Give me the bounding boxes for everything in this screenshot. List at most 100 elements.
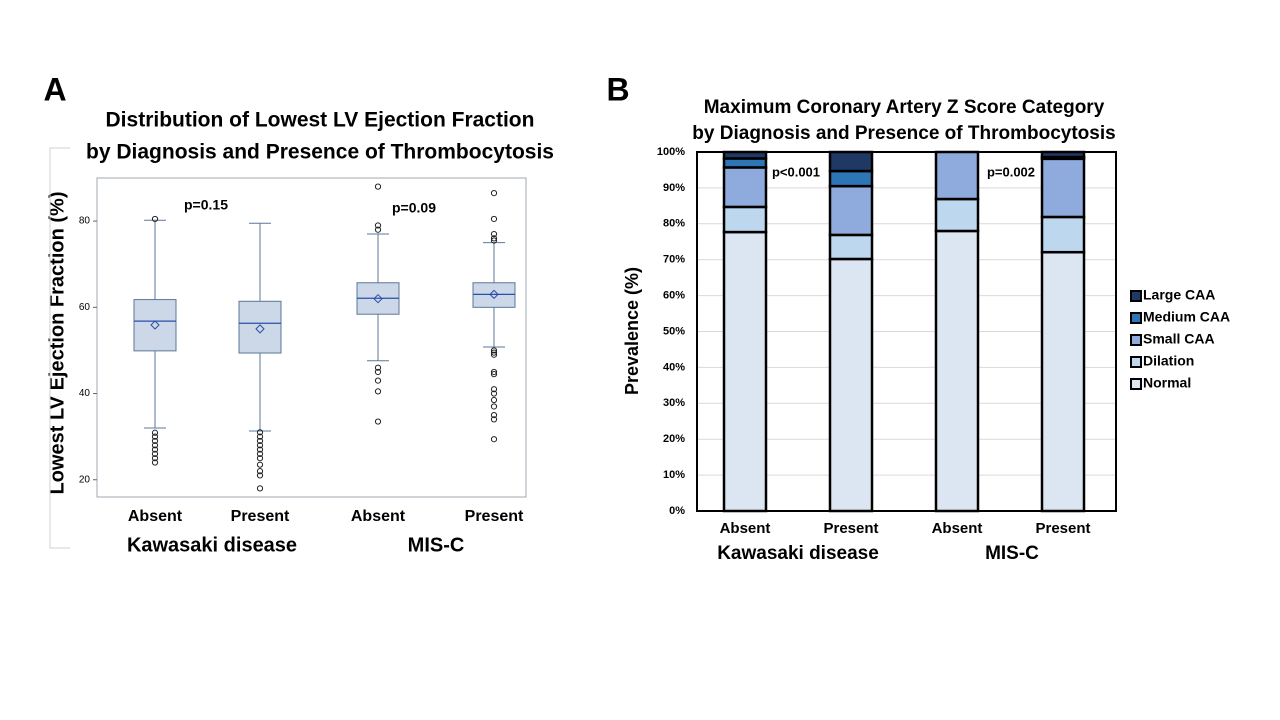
outlier (490, 390, 498, 397)
outlier (151, 455, 159, 462)
y-tick-label: 0% (669, 505, 685, 517)
outlier (490, 215, 498, 223)
outlier (374, 368, 382, 376)
chart-title: by Diagnosis and Presence of Thrombocyto… (86, 141, 554, 164)
outlier (490, 351, 498, 358)
outlier (256, 429, 264, 436)
y-axis-label: Lowest LV Ejection Fraction (%) (46, 192, 68, 495)
bar-segment (722, 150, 768, 160)
bar-segment (934, 150, 980, 201)
outlier (374, 183, 382, 190)
y-tick-label: 50% (663, 325, 685, 337)
bar-segment (1040, 215, 1086, 254)
bar-segment (828, 233, 874, 261)
box (133, 299, 177, 352)
plot-frame (96, 177, 527, 498)
outlier (256, 485, 264, 492)
y-tick-label: 40% (663, 361, 685, 373)
y-tick-label: 90% (663, 182, 685, 194)
legend-swatch (1130, 290, 1142, 302)
y-tick-label: 30% (663, 397, 685, 409)
bar-segment (934, 197, 980, 233)
outlier (490, 189, 498, 197)
y-tick-label: 60 (79, 302, 91, 313)
y-tick-label: 100% (657, 146, 685, 158)
outlier (490, 237, 498, 244)
outlier (151, 437, 159, 445)
outlier (374, 418, 382, 425)
legend-label: Medium CAA (1143, 309, 1230, 325)
mean-marker (255, 324, 265, 334)
outlier (256, 437, 264, 445)
outlier (151, 450, 159, 457)
annotation: p=0.09 (392, 200, 436, 216)
group-label: Kawasaki disease (717, 543, 879, 564)
legend-label: Small CAA (1143, 331, 1215, 347)
outlier (490, 235, 498, 242)
y-tick-label: 40 (79, 388, 91, 399)
outlier (256, 433, 264, 440)
panel-label: A (43, 71, 66, 107)
y-tick-label: 20 (79, 474, 91, 485)
outlier (490, 416, 498, 423)
outlier (490, 349, 498, 356)
y-tick-label: 80 (79, 216, 91, 227)
outlier (151, 442, 159, 449)
legend-swatch (1130, 356, 1142, 368)
x-tick-label: Present (1035, 520, 1090, 537)
outlier (490, 436, 498, 443)
legend-swatch (1130, 334, 1142, 346)
y-axis-label: Prevalence (%) (622, 267, 642, 395)
bar-segment (828, 169, 874, 188)
outlier (256, 468, 264, 475)
box (238, 300, 282, 354)
outer-bracket (49, 147, 70, 549)
mean-marker (489, 289, 499, 300)
bar-segment (1040, 250, 1086, 513)
bar-segment (722, 205, 768, 234)
outlier (374, 226, 382, 233)
panel-label: B (606, 71, 629, 107)
outlier (151, 429, 159, 436)
chart-title: Distribution of Lowest LV Ejection Fract… (106, 109, 535, 132)
annotation: p=0.15 (184, 197, 228, 213)
y-tick-label: 70% (663, 254, 685, 266)
outlier (490, 371, 498, 378)
group-label: MIS-C (985, 543, 1039, 564)
bar-segment (828, 150, 874, 173)
outlier (490, 411, 498, 419)
legend-label: Large CAA (1143, 287, 1215, 303)
mean-marker (150, 320, 160, 330)
outlier (374, 388, 382, 395)
outlier (256, 461, 264, 468)
outlier (490, 230, 498, 238)
bar-segment (828, 257, 874, 513)
x-tick-label: Absent (932, 520, 983, 537)
outlier (374, 364, 382, 371)
annotation: p=0.002 (987, 164, 1035, 179)
x-tick-label: Present (231, 508, 290, 525)
outlier (151, 459, 159, 466)
chart-title: by Diagnosis and Presence of Thrombocyto… (692, 123, 1115, 144)
y-tick-label: 10% (663, 469, 685, 481)
legend-swatch (1130, 378, 1142, 390)
outlier (490, 347, 498, 354)
annotation: p<0.001 (772, 164, 820, 179)
y-tick-label: 60% (663, 290, 685, 302)
bar-segment (722, 166, 768, 209)
plot-frame (696, 151, 1117, 512)
outlier (256, 450, 264, 457)
outlier (374, 222, 382, 229)
bar-segment (722, 230, 768, 513)
x-tick-label: Absent (720, 520, 771, 537)
outlier (490, 368, 498, 376)
bar-segment (828, 184, 874, 237)
legend-swatch (1130, 312, 1142, 324)
legend-label: Normal (1143, 375, 1191, 391)
mean-marker (373, 293, 383, 304)
outlier (490, 403, 498, 410)
bar-segment (1040, 157, 1086, 219)
outlier (490, 386, 498, 393)
legend-label: Dilation (1143, 353, 1194, 369)
